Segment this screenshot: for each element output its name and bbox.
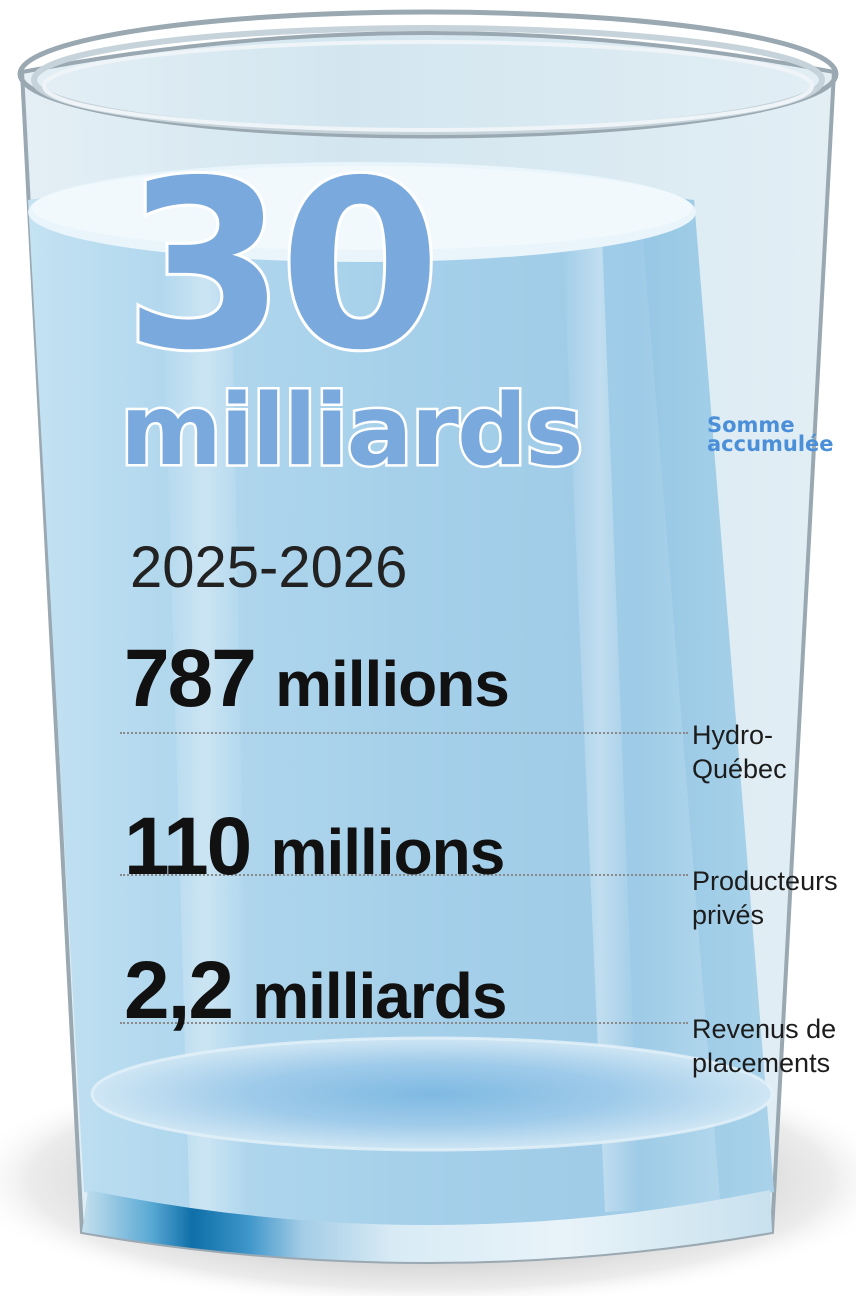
source-label-investment-income: Revenus de placements: [692, 1014, 837, 1078]
total-label: Somme accumulée: [707, 413, 834, 456]
divider-investment-income: [120, 1022, 688, 1024]
contribution-unit: millions: [275, 648, 510, 720]
divider-hydro-quebec: [120, 732, 688, 734]
total-amount-unit: milliards: [117, 374, 585, 489]
contribution-number: 787: [124, 633, 257, 724]
contribution-amount-hydro-quebec: 787 millions: [124, 633, 510, 729]
contribution-amount-investment-income: 2,2 milliards: [124, 945, 507, 1041]
contribution-unit: millions: [270, 816, 506, 888]
contribution-number: 110: [124, 801, 252, 892]
source-label-hydro-quebec: Hydro-Québec: [692, 720, 787, 784]
source-label-private-producers: Producteurs privés: [692, 866, 838, 930]
contribution-amount-private-producers: 110 millions: [124, 801, 506, 897]
total-amount-value: 30: [121, 131, 444, 401]
divider-private-producers: [120, 874, 688, 876]
period-label: 2025-2026: [130, 535, 408, 600]
contribution-number: 2,2: [124, 945, 234, 1036]
contribution-unit: milliards: [252, 960, 507, 1032]
